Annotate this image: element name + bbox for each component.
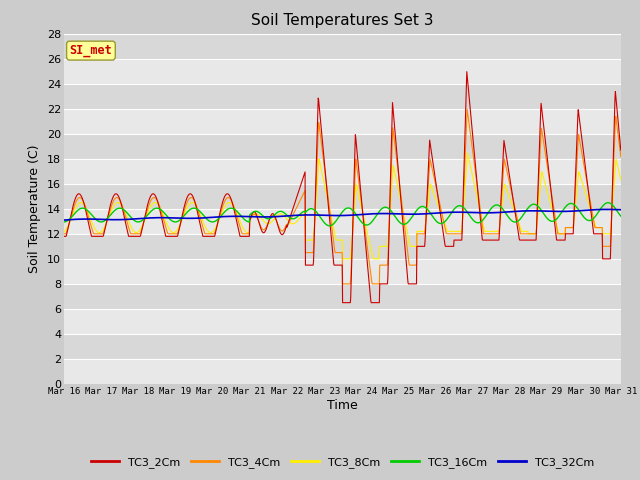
X-axis label: Time: Time bbox=[327, 398, 358, 411]
Bar bbox=[64, 284, 621, 309]
Legend: TC3_2Cm, TC3_4Cm, TC3_8Cm, TC3_16Cm, TC3_32Cm: TC3_2Cm, TC3_4Cm, TC3_8Cm, TC3_16Cm, TC3… bbox=[86, 453, 598, 472]
Bar bbox=[64, 309, 621, 334]
Text: SI_met: SI_met bbox=[70, 44, 112, 57]
Bar bbox=[64, 334, 621, 359]
Bar bbox=[64, 108, 621, 134]
Bar bbox=[64, 159, 621, 184]
Bar bbox=[64, 234, 621, 259]
Bar bbox=[64, 84, 621, 108]
Bar bbox=[64, 184, 621, 209]
Bar bbox=[64, 359, 621, 384]
Title: Soil Temperatures Set 3: Soil Temperatures Set 3 bbox=[251, 13, 434, 28]
Bar bbox=[64, 134, 621, 159]
Bar bbox=[64, 59, 621, 84]
Bar bbox=[64, 34, 621, 59]
Bar bbox=[64, 259, 621, 284]
Y-axis label: Soil Temperature (C): Soil Temperature (C) bbox=[28, 144, 42, 273]
Bar bbox=[64, 209, 621, 234]
